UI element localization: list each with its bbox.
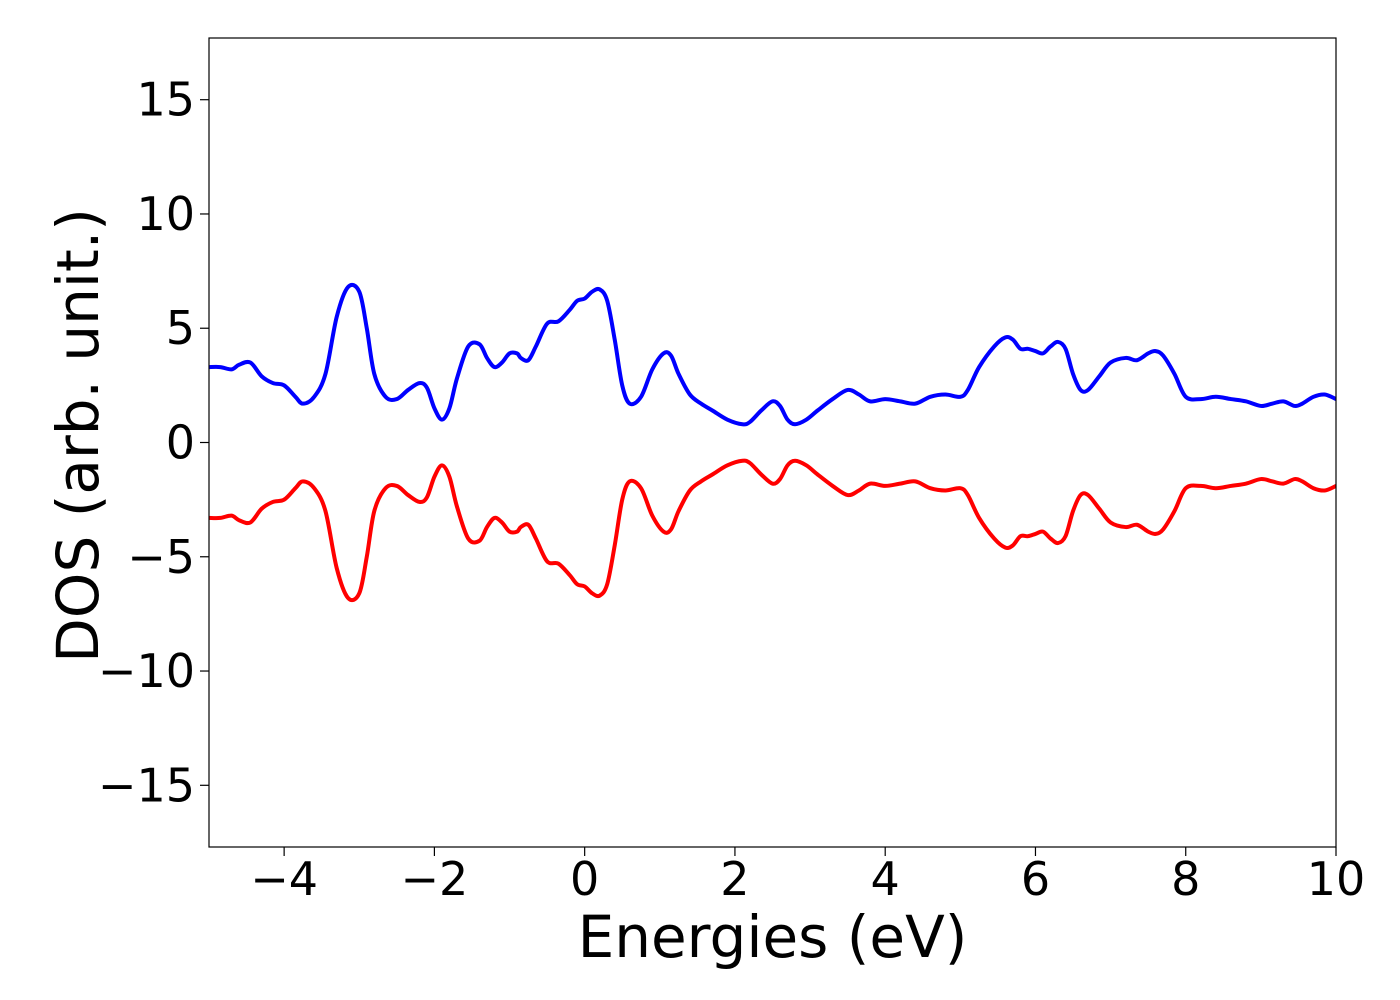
x-tick-label: 2: [720, 852, 749, 906]
x-tick-label: 6: [1021, 852, 1050, 906]
y-tick-label: −15: [98, 758, 195, 812]
y-axis: −15 −10 −5 0 5 10 15: [98, 73, 209, 812]
series-layer: [209, 282, 1336, 603]
y-tick-label: 15: [136, 73, 195, 127]
y-tick-label: 10: [136, 187, 195, 241]
series-line-up: [209, 282, 1336, 427]
plot-frame: [208, 37, 1337, 848]
x-tick-label: 0: [570, 852, 599, 906]
x-tick-label: −2: [400, 852, 468, 906]
x-axis-label: Energies (eV): [578, 903, 968, 971]
series-line-down: [209, 458, 1336, 603]
x-tick-label: 4: [871, 852, 900, 906]
x-tick-label: −4: [250, 852, 318, 906]
x-tick-label: 8: [1171, 852, 1200, 906]
x-axis: −4 −2 0 2 4 6 8 10: [250, 847, 1365, 906]
x-tick-label: 10: [1307, 852, 1366, 906]
y-tick-label: −5: [127, 530, 195, 584]
y-tick-label: −10: [98, 644, 195, 698]
y-axis-label: DOS (arb. unit.): [44, 208, 112, 663]
y-tick-label: 0: [166, 416, 195, 470]
y-tick-label: 5: [166, 301, 195, 355]
